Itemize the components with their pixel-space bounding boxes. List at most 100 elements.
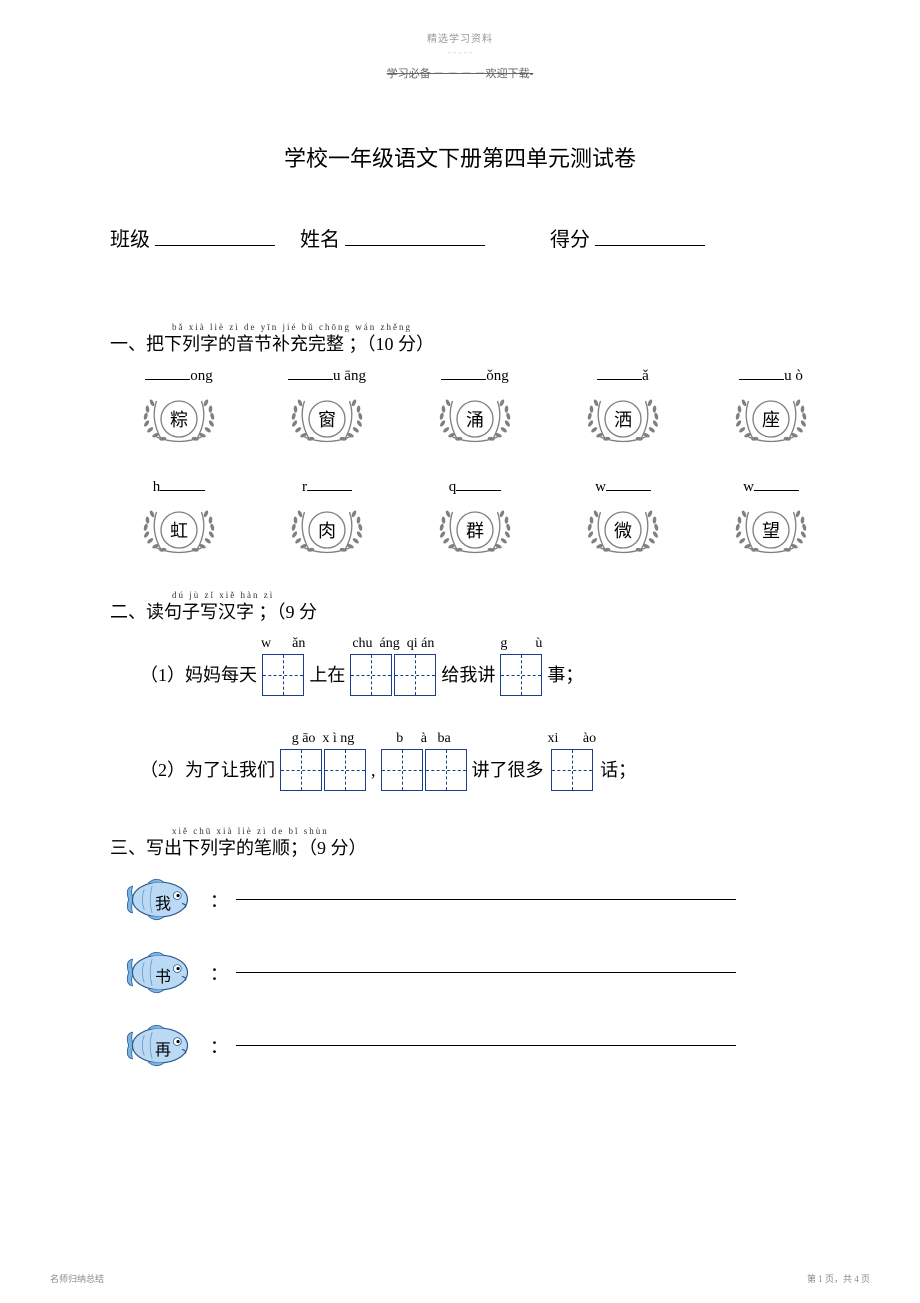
wreath-icon: 望 bbox=[726, 500, 816, 560]
colon: ： bbox=[210, 887, 228, 913]
stroke-order-field[interactable] bbox=[236, 972, 736, 973]
page-root: 精选学习资料 - - - - - 学习必备 － － － －欢迎下载- 学校一年级… bbox=[0, 0, 920, 1131]
s1-mid1: 上在 bbox=[309, 654, 345, 696]
section3-head: 三、写出下列字的笔顺；（9 分） bbox=[90, 834, 830, 860]
badge-row-1: ong 粽 u āng bbox=[90, 368, 830, 449]
tzg-field[interactable] bbox=[425, 749, 467, 791]
wreath-char: 群 bbox=[466, 517, 484, 543]
tzg-field[interactable] bbox=[381, 749, 423, 791]
wreath-char: 粽 bbox=[170, 406, 188, 432]
wreath-char: 微 bbox=[614, 517, 632, 543]
footer-right: 第 1 页，共 4 页 bbox=[807, 1272, 870, 1285]
fish-char: 书 bbox=[155, 963, 171, 987]
wreath-icon: 虹 bbox=[134, 500, 224, 560]
colon: ： bbox=[210, 960, 228, 986]
s1-mid2: 给我讲 bbox=[441, 654, 495, 696]
badge-pinyin[interactable]: w bbox=[595, 479, 651, 496]
tzg-field[interactable] bbox=[324, 749, 366, 791]
wreath-icon: 微 bbox=[578, 500, 668, 560]
header-tiny2: - - - - - bbox=[90, 47, 830, 57]
wreath-char: 窗 bbox=[318, 406, 336, 432]
wreath-char: 望 bbox=[762, 517, 780, 543]
score-label: 得分 bbox=[550, 229, 590, 251]
class-label: 班级 bbox=[110, 229, 150, 251]
wreath-icon: 肉 bbox=[282, 500, 372, 560]
tzg-field[interactable] bbox=[394, 654, 436, 696]
section2-head: 二、读句子写汉字 ；（9 分 bbox=[90, 598, 830, 624]
badge-cell: r 肉 bbox=[268, 479, 386, 560]
wreath-icon: 涌 bbox=[430, 389, 520, 449]
s2-end: 话； bbox=[600, 749, 636, 791]
badge-pinyin[interactable]: ǒng bbox=[441, 368, 509, 385]
header-strike: 学习必备 － － － －欢迎下载- bbox=[90, 65, 830, 81]
tzg-field[interactable] bbox=[280, 749, 322, 791]
score-field[interactable] bbox=[595, 245, 705, 246]
badge-pinyin[interactable]: q bbox=[449, 479, 502, 496]
class-field[interactable] bbox=[155, 245, 275, 246]
badge-pinyin[interactable]: w bbox=[743, 479, 799, 496]
fish-row: 书 ： bbox=[90, 945, 830, 1000]
s2-mid1: , bbox=[371, 749, 376, 791]
badge-pinyin[interactable]: u ò bbox=[739, 368, 803, 385]
s2-pre: （2）为了让我们 bbox=[140, 749, 275, 791]
tzg-field[interactable] bbox=[551, 749, 593, 791]
sentence-2: （2）为了让我们 g āo x ì ng , b à ba 讲了很多 xi ào… bbox=[90, 731, 830, 791]
badge-cell: q 群 bbox=[416, 479, 534, 560]
fish-char: 我 bbox=[155, 890, 171, 914]
badge-cell: u ò 座 bbox=[712, 368, 830, 449]
name-label: 姓名 bbox=[300, 229, 340, 251]
badge-cell: w 微 bbox=[564, 479, 682, 560]
fish-icon: 再 bbox=[120, 1018, 200, 1073]
wreath-icon: 窗 bbox=[282, 389, 372, 449]
wreath-icon: 粽 bbox=[134, 389, 224, 449]
s2-mid2: 讲了很多 bbox=[472, 749, 544, 791]
badge-pinyin[interactable]: ong bbox=[145, 368, 213, 385]
wreath-char: 涌 bbox=[466, 406, 484, 432]
badge-cell: u āng 窗 bbox=[268, 368, 386, 449]
tzg-field[interactable] bbox=[350, 654, 392, 696]
badge-cell: ǎ 洒 bbox=[564, 368, 682, 449]
info-row: 班级 姓名 得分 bbox=[90, 223, 830, 252]
s2-py2: b à ba bbox=[396, 731, 450, 747]
tzg-field[interactable] bbox=[262, 654, 304, 696]
badge-cell: h 虹 bbox=[120, 479, 238, 560]
s2-py1: g āo x ì ng bbox=[292, 731, 355, 747]
badge-cell: ǒng 涌 bbox=[416, 368, 534, 449]
footer: 名师归纳总结 第 1 页，共 4 页 bbox=[50, 1272, 870, 1285]
wreath-char: 洒 bbox=[614, 406, 632, 432]
badge-cell: w 望 bbox=[712, 479, 830, 560]
header-tiny: 精选学习资料 bbox=[90, 30, 830, 45]
wreath-char: 虹 bbox=[170, 517, 188, 543]
footer-left: 名师归纳总结 bbox=[50, 1272, 104, 1285]
fish-icon: 我 bbox=[120, 872, 200, 927]
section1-head: 一、把下列字的音节补充完整 ；（10 分） bbox=[90, 330, 830, 356]
fish-char: 再 bbox=[155, 1036, 171, 1060]
wreath-icon: 座 bbox=[726, 389, 816, 449]
sentence-1: （1）妈妈每天 w ǎn 上在 chu áng qi án 给我讲 g ù 事； bbox=[90, 636, 830, 696]
tzg-field[interactable] bbox=[500, 654, 542, 696]
fish-icon: 书 bbox=[120, 945, 200, 1000]
stroke-order-field[interactable] bbox=[236, 1045, 736, 1046]
fish-list: 我 ： 书 ： 再 ： bbox=[90, 872, 830, 1073]
badge-pinyin[interactable]: ǎ bbox=[597, 368, 649, 385]
page-title: 学校一年级语文下册第四单元测试卷 bbox=[90, 141, 830, 173]
badge-pinyin[interactable]: u āng bbox=[288, 368, 366, 385]
stroke-order-field[interactable] bbox=[236, 899, 736, 900]
s1-py3: g ù bbox=[500, 636, 542, 652]
wreath-char: 座 bbox=[762, 406, 780, 432]
wreath-icon: 群 bbox=[430, 500, 520, 560]
fish-row: 再 ： bbox=[90, 1018, 830, 1073]
s1-py1: w ǎn bbox=[261, 636, 305, 652]
s2-py3: xi ào bbox=[548, 731, 597, 747]
s1-pre: （1）妈妈每天 bbox=[140, 654, 257, 696]
wreath-icon: 洒 bbox=[578, 389, 668, 449]
badge-cell: ong 粽 bbox=[120, 368, 238, 449]
s1-py2: chu áng qi án bbox=[352, 636, 434, 652]
badge-pinyin[interactable]: h bbox=[153, 479, 206, 496]
name-field[interactable] bbox=[345, 245, 485, 246]
badge-pinyin[interactable]: r bbox=[302, 479, 352, 496]
colon: ： bbox=[210, 1033, 228, 1059]
fish-row: 我 ： bbox=[90, 872, 830, 927]
badge-row-2: h 虹 r bbox=[90, 479, 830, 560]
s1-end: 事； bbox=[547, 654, 583, 696]
